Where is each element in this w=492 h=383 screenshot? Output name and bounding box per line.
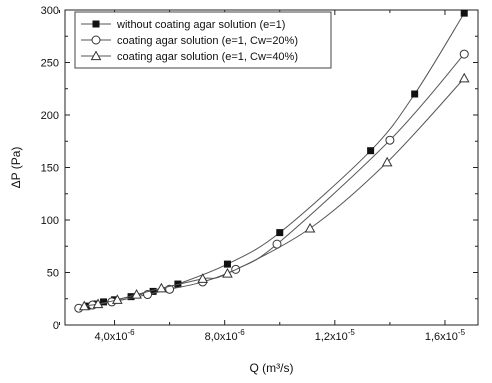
- x-tick-mantissa: 4,0x10: [94, 331, 127, 343]
- data-point-triangle: [458, 72, 470, 83]
- y-tick-label: 0: [53, 320, 59, 332]
- y-axis: 0 50 100 150 200 250 300: [41, 5, 478, 332]
- legend: without coating agar solution (e=1) coati…: [74, 11, 332, 69]
- data-point-triangle: [90, 50, 102, 61]
- series-2: [74, 49, 469, 313]
- x-tick-mantissa: 1,2x10: [315, 331, 348, 343]
- data-point-triangle: [304, 222, 316, 233]
- y-tick-label: 300: [41, 5, 59, 17]
- data-point-circle: [459, 49, 469, 59]
- legend-item: without coating agar solution (e=1): [81, 19, 285, 31]
- series-line: [78, 53, 465, 309]
- x-tick-exponent: -5: [348, 328, 356, 337]
- data-point-square: [367, 147, 375, 155]
- data-point-square: [276, 229, 284, 237]
- data-point-square: [411, 90, 419, 98]
- y-axis-label: ΔP (Pa): [9, 147, 23, 189]
- data-point-circle: [91, 35, 101, 45]
- x-tick-exponent: -6: [128, 328, 136, 337]
- legend-item: coating agar solution (e=1, Cw=40%): [81, 50, 298, 63]
- x-tick-mantissa: 1,6x10: [425, 331, 458, 343]
- data-point-square: [127, 293, 135, 301]
- x-axis: 4,0x10-6 8,0x10-6 1,2x10-5 1,6x10-5: [58, 10, 466, 343]
- x-tick-label: 4,0x10-6: [94, 328, 135, 343]
- y-tick-label: 50: [47, 268, 59, 280]
- data-point-triangle: [381, 156, 393, 167]
- x-axis-label: Q (m³/s): [250, 361, 294, 375]
- data-point-square: [149, 287, 157, 295]
- x-tick-mantissa: 8,0x10: [205, 331, 238, 343]
- series-3: [78, 72, 470, 311]
- data-point-square: [92, 20, 100, 28]
- y-tick-label: 100: [41, 215, 59, 227]
- y-tick-label: 250: [41, 58, 59, 70]
- y-tick-label: 150: [41, 163, 59, 175]
- y-tick-label: 200: [41, 110, 59, 122]
- series-line: [84, 77, 465, 307]
- data-point-triangle: [197, 273, 209, 283]
- series-layer: [74, 9, 470, 313]
- legend-box: [74, 11, 332, 69]
- data-point-triangle: [78, 300, 90, 311]
- data-point-triangle: [131, 289, 142, 299]
- data-point-triangle: [92, 298, 104, 309]
- x-tick-exponent: -5: [458, 328, 466, 337]
- legend-item: coating agar solution (e=1, Cw=20%): [81, 35, 298, 47]
- data-point-triangle: [222, 268, 233, 278]
- x-tick-label: 1,2x10-5: [315, 328, 356, 343]
- data-point-square: [100, 298, 108, 306]
- x-tick-label: 8,0x10-6: [205, 328, 246, 343]
- data-point-square: [460, 9, 468, 17]
- legend-label: coating agar solution (e=1, Cw=20%): [117, 35, 298, 47]
- data-point-triangle: [156, 282, 167, 293]
- data-point-triangle: [111, 294, 123, 304]
- legend-label: without coating agar solution (e=1): [116, 19, 285, 31]
- data-point-circle: [385, 135, 395, 145]
- x-tick-label: 1,6x10-5: [425, 328, 466, 343]
- data-point-square: [223, 260, 231, 268]
- legend-label: coating agar solution (e=1, Cw=40%): [117, 51, 298, 63]
- x-tick-exponent: -6: [238, 328, 246, 337]
